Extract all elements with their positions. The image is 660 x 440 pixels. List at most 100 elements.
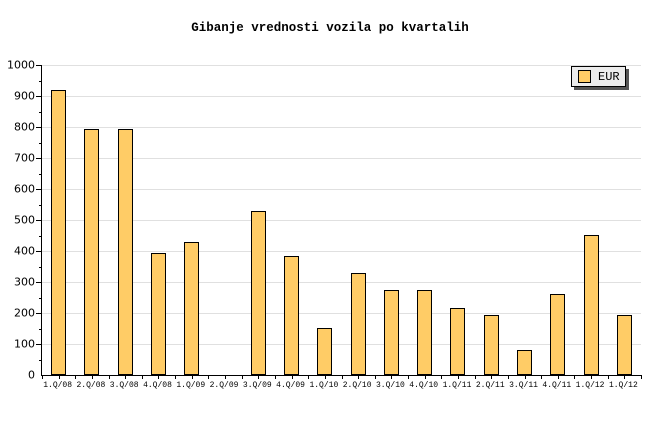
x-tick (274, 375, 276, 379)
bar (184, 242, 200, 375)
x-tick (641, 375, 642, 379)
y-tick (36, 282, 42, 283)
y-axis-label: 300 (14, 275, 35, 289)
legend-color-swatch (578, 70, 591, 83)
y-tick (36, 313, 42, 314)
x-tick (324, 375, 326, 379)
x-axis-label: 3.Q/11 (509, 381, 538, 390)
gridline (42, 127, 641, 128)
x-tick (541, 375, 543, 379)
x-tick (291, 375, 293, 379)
x-tick (208, 375, 210, 379)
bar (517, 350, 533, 375)
y-tick (39, 111, 42, 113)
bar (150, 253, 166, 375)
y-tick (39, 266, 42, 268)
bar (450, 308, 466, 375)
x-tick (374, 375, 376, 379)
y-tick (39, 235, 42, 237)
chart-title: Gibanje vrednosti vozila po kvartalih (191, 21, 469, 35)
x-tick (308, 375, 310, 379)
y-axis-label: 600 (14, 182, 35, 196)
y-tick (36, 220, 42, 221)
y-tick (39, 80, 42, 82)
x-axis-label: 2.Q/08 (76, 381, 106, 390)
x-tick (241, 375, 243, 379)
gridline (42, 251, 641, 252)
x-tick (191, 375, 193, 379)
x-axis-label: 2.Q/10 (342, 381, 372, 390)
x-axis-label: 4.Q/10 (409, 381, 439, 390)
x-tick (507, 375, 509, 379)
y-tick (39, 328, 42, 330)
bar (51, 90, 67, 375)
x-tick (591, 375, 593, 379)
y-tick (36, 251, 42, 252)
x-tick (91, 375, 93, 379)
x-tick (125, 375, 127, 379)
bar (284, 256, 300, 375)
x-tick (574, 375, 576, 379)
x-tick (524, 375, 526, 379)
bar (616, 315, 632, 375)
x-tick (441, 375, 443, 379)
gridline (42, 96, 641, 97)
x-tick (141, 375, 143, 379)
plot-area (36, 65, 642, 379)
x-tick (158, 375, 160, 379)
y-tick (36, 65, 42, 66)
x-axis-label: 1.Q/09 (176, 381, 206, 390)
x-tick (258, 375, 260, 379)
y-tick (39, 204, 42, 206)
y-axis-label: 500 (14, 213, 35, 227)
x-tick (75, 375, 77, 379)
bar (84, 129, 100, 375)
gridline (42, 344, 641, 345)
y-tick (39, 142, 42, 144)
gridline (42, 282, 641, 283)
y-axis-label: 1000 (7, 58, 35, 72)
x-tick (624, 375, 626, 379)
y-axis-label: 400 (14, 244, 35, 258)
x-tick (557, 375, 559, 379)
gridline (42, 65, 641, 66)
y-axis-label: 100 (14, 337, 35, 351)
y-tick (39, 173, 42, 175)
y-tick (36, 127, 42, 128)
legend: EUR (571, 66, 626, 87)
y-tick (36, 189, 42, 190)
x-axis-label: 1.Q/10 (309, 381, 339, 390)
x-tick (175, 375, 177, 379)
x-axis-label: 2.Q/09 (209, 381, 239, 390)
gridline (42, 313, 641, 314)
x-axis-label: 4.Q/08 (143, 381, 172, 390)
x-tick (408, 375, 410, 379)
x-axis-label: 4.Q/09 (276, 381, 305, 390)
x-tick (491, 375, 493, 379)
x-tick (58, 375, 60, 379)
bar (383, 290, 399, 375)
gridline (42, 189, 641, 190)
y-axis-label: 800 (14, 120, 35, 134)
x-tick (424, 375, 426, 379)
y-axis-label: 200 (14, 306, 35, 320)
x-axis-label: 2.Q/11 (475, 381, 505, 390)
x-axis-label: 4.Q/11 (542, 381, 572, 390)
bar (483, 315, 499, 375)
x-axis-label: 1.Q/12 (608, 381, 638, 390)
x-tick (391, 375, 393, 379)
legend-label: EUR (598, 69, 620, 84)
gridline (42, 158, 641, 159)
y-axis-label: 0 (28, 368, 35, 382)
x-tick (358, 375, 360, 379)
x-axis-label: 1.Q/12 (575, 381, 605, 390)
x-axis-label: 1.Q/08 (43, 381, 73, 390)
gridline (42, 220, 641, 221)
y-axis-label: 900 (14, 89, 35, 103)
x-axis-label: 1.Q/11 (442, 381, 472, 390)
x-axis-label: 3.Q/10 (376, 381, 405, 390)
y-tick (36, 158, 42, 159)
x-tick (108, 375, 110, 379)
bar (250, 211, 266, 375)
